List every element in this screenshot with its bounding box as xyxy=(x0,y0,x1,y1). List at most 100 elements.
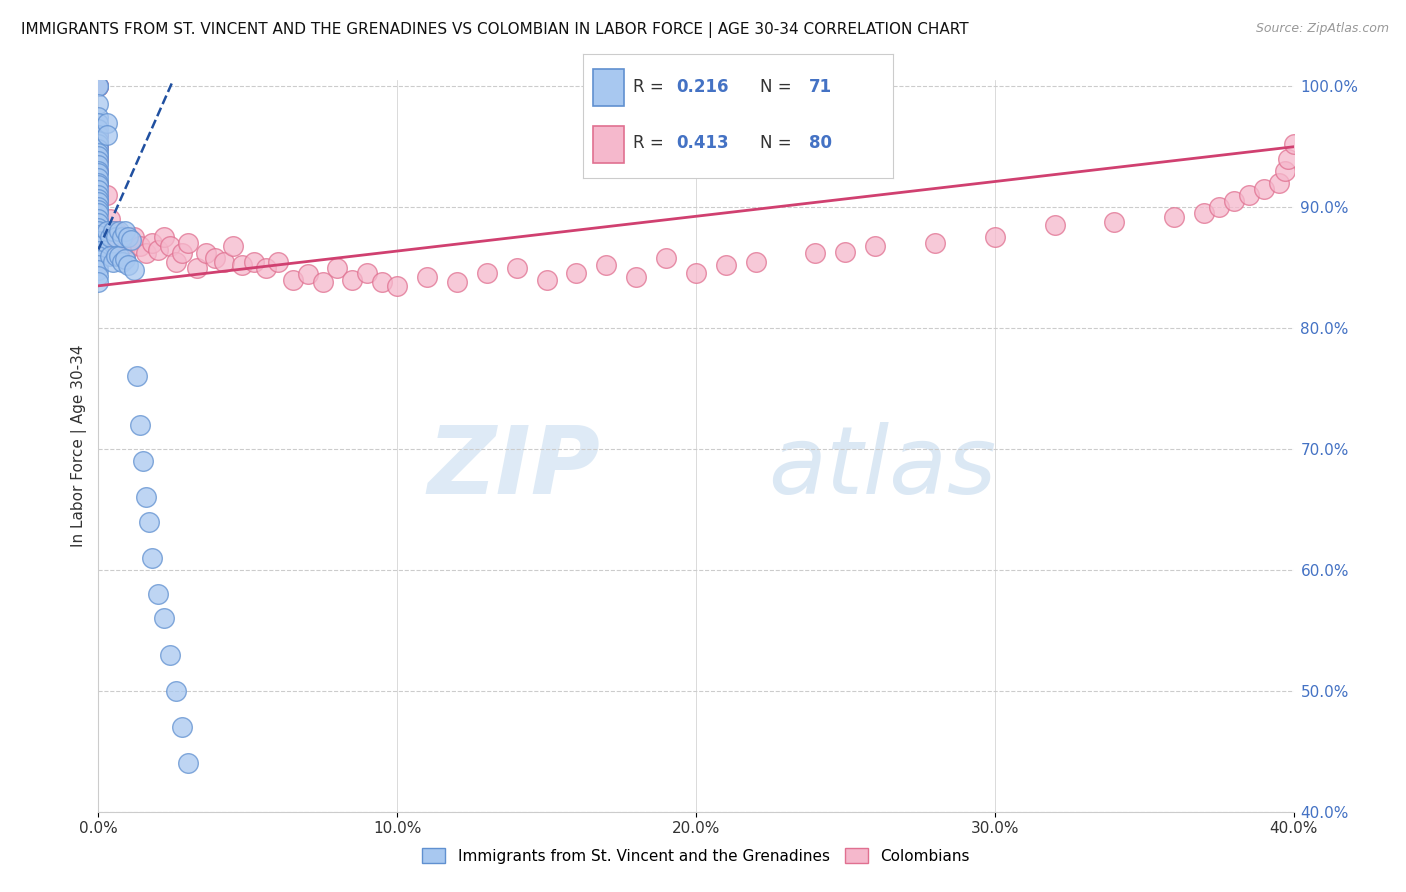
Point xyxy=(129,417,152,432)
Point xyxy=(186,260,208,275)
Point xyxy=(87,200,110,214)
Point xyxy=(475,266,498,280)
Point xyxy=(87,128,110,142)
Point xyxy=(87,171,110,186)
Point xyxy=(87,216,110,230)
Point xyxy=(132,454,155,468)
Point xyxy=(1274,164,1296,178)
Point xyxy=(87,79,110,94)
Point xyxy=(446,275,468,289)
Point xyxy=(984,230,1007,244)
Point xyxy=(87,205,110,219)
Point xyxy=(655,251,678,265)
Point xyxy=(834,244,856,259)
Point xyxy=(172,246,194,260)
Point xyxy=(87,234,110,248)
Point xyxy=(87,121,110,136)
Point xyxy=(87,186,110,200)
Point xyxy=(87,134,110,148)
Point xyxy=(87,164,110,178)
Text: 80: 80 xyxy=(810,135,832,153)
Point xyxy=(1277,152,1299,166)
Point xyxy=(356,266,378,280)
Point xyxy=(153,230,176,244)
Point xyxy=(87,258,110,272)
Point xyxy=(87,154,110,169)
Point xyxy=(204,251,226,265)
Point xyxy=(124,263,146,277)
Point xyxy=(87,97,110,112)
Point xyxy=(87,227,110,242)
Text: atlas: atlas xyxy=(768,423,995,514)
Point xyxy=(311,275,333,289)
Text: N =: N = xyxy=(759,78,797,96)
Point xyxy=(114,249,136,263)
Point xyxy=(108,249,131,263)
Point xyxy=(153,611,176,625)
Point xyxy=(98,212,122,227)
Point xyxy=(177,236,200,251)
Point xyxy=(141,550,163,565)
Point xyxy=(87,145,110,160)
Point xyxy=(87,149,110,163)
Point xyxy=(804,246,827,260)
Point xyxy=(87,79,110,94)
Point xyxy=(87,249,110,263)
Point xyxy=(96,115,118,129)
Text: R =: R = xyxy=(633,135,669,153)
Point xyxy=(103,254,125,268)
Point xyxy=(108,224,131,238)
Point xyxy=(87,176,110,190)
Point xyxy=(87,263,110,277)
Point xyxy=(1043,219,1066,233)
Point xyxy=(98,230,122,244)
Y-axis label: In Labor Force | Age 30-34: In Labor Force | Age 30-34 xyxy=(72,344,87,548)
Point xyxy=(371,275,394,289)
Point xyxy=(626,270,648,285)
Point xyxy=(416,270,439,285)
Point xyxy=(87,110,110,124)
Point xyxy=(281,273,304,287)
Point xyxy=(87,115,110,129)
Point xyxy=(138,515,160,529)
Point xyxy=(1223,194,1246,209)
Point xyxy=(148,587,170,601)
Point xyxy=(159,239,181,253)
Point xyxy=(595,258,617,272)
Point xyxy=(103,224,125,238)
Point xyxy=(87,183,110,197)
Point xyxy=(87,202,110,217)
Point xyxy=(87,79,110,94)
Point xyxy=(87,239,110,253)
Text: 71: 71 xyxy=(810,78,832,96)
Point xyxy=(924,236,946,251)
Point xyxy=(172,720,194,734)
Point xyxy=(96,188,118,202)
Point xyxy=(297,267,319,281)
Point xyxy=(267,254,290,268)
Point xyxy=(127,369,149,384)
Point xyxy=(1104,215,1126,229)
Point xyxy=(117,230,139,244)
Point xyxy=(177,756,200,771)
Text: 0.216: 0.216 xyxy=(676,78,728,96)
Point xyxy=(87,220,110,235)
Point xyxy=(87,206,110,220)
Point xyxy=(111,230,134,244)
Point xyxy=(105,224,128,238)
Point xyxy=(111,229,134,244)
Text: ZIP: ZIP xyxy=(427,422,600,514)
Point xyxy=(326,260,349,275)
Point xyxy=(243,254,266,268)
Point xyxy=(87,137,110,152)
FancyBboxPatch shape xyxy=(593,69,624,106)
Point xyxy=(87,215,110,229)
Point xyxy=(231,258,253,272)
Point xyxy=(165,254,187,268)
Point xyxy=(87,166,110,180)
Point xyxy=(87,128,110,142)
Point xyxy=(87,176,110,190)
Point xyxy=(87,212,110,227)
Point xyxy=(87,244,110,258)
Point xyxy=(87,275,110,289)
